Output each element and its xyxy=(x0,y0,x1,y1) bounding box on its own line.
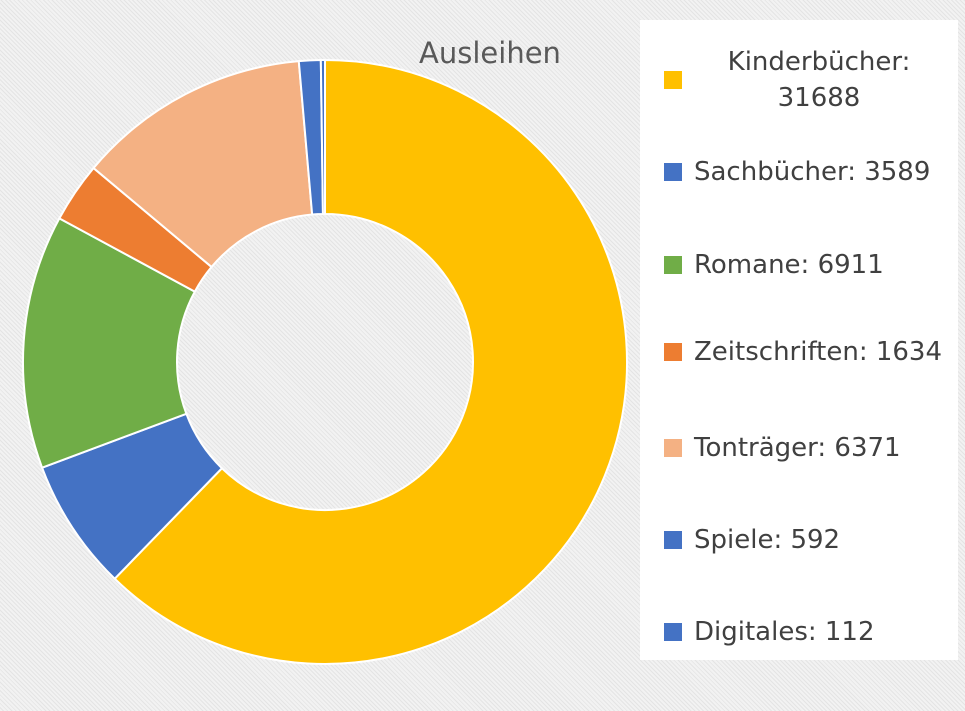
slice xyxy=(113,58,628,665)
legend: Kinderbücher: 31688 Sachbücher: 3589 Roman… xyxy=(640,20,958,660)
legend-swatch xyxy=(664,439,682,457)
legend-label: Kinderbücher: 31688 xyxy=(727,47,911,113)
legend-swatch xyxy=(664,71,682,89)
legend-label: Sachbücher: 3589 xyxy=(694,157,931,187)
slice xyxy=(92,60,314,269)
legend-label: Tonträger: 6371 xyxy=(694,433,901,463)
legend-label: Romane: 6911 xyxy=(694,250,884,280)
slice xyxy=(319,58,326,216)
legend-swatch xyxy=(664,256,682,274)
chart-title: Ausleihen xyxy=(419,36,561,70)
legend-swatch xyxy=(664,531,682,549)
legend-item: Digitales: 112 xyxy=(664,614,875,650)
slice xyxy=(22,217,197,469)
legend-item: Tonträger: 6371 xyxy=(664,430,901,466)
legend-label: Digitales: 112 xyxy=(694,617,875,647)
legend-swatch xyxy=(664,163,682,181)
legend-item: Kinderbücher: 31688 xyxy=(664,44,944,116)
legend-label: Spiele: 592 xyxy=(694,525,841,555)
legend-swatch xyxy=(664,343,682,361)
legend-label: Zeitschriften: 1634 xyxy=(694,337,943,367)
legend-item: Spiele: 592 xyxy=(664,522,840,558)
legend-item: Romane: 6911 xyxy=(664,247,884,283)
legend-item: Zeitschriften: 1634 xyxy=(664,334,942,370)
legend-item: Sachbücher: 3589 xyxy=(664,154,930,190)
legend-swatch xyxy=(664,623,682,641)
